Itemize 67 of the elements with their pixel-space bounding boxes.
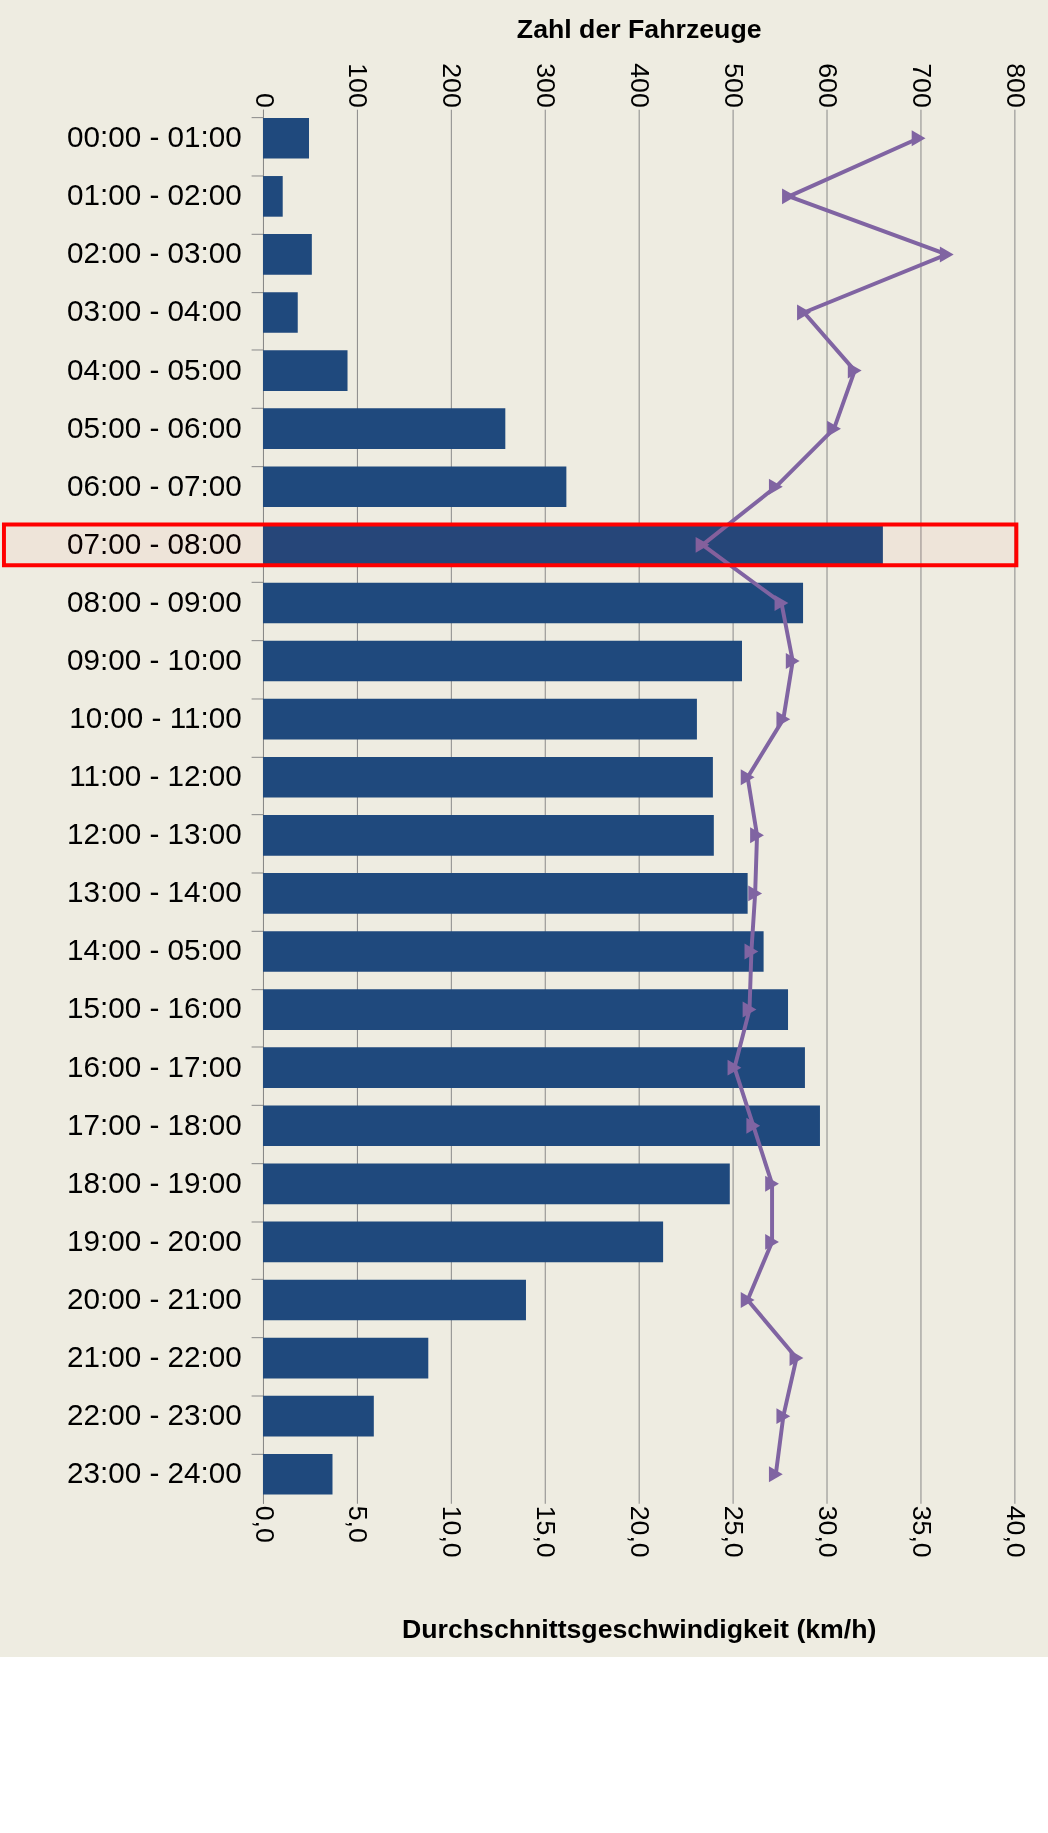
point [750,827,764,844]
point [765,1233,779,1250]
y-tick-label: 03:00 - 04:00 [66,294,242,328]
point [768,478,783,495]
x2-tick-label: 400 [625,63,656,108]
y-tick-label: 06:00 - 07:00 [66,468,242,502]
x-tick-label: 5,0 [343,1505,374,1543]
x2-tick-label: 500 [719,63,750,108]
y-tick-label: 11:00 - 12:00 [69,759,242,793]
point [744,943,759,960]
point [911,130,926,147]
y-tick-label: 22:00 - 23:00 [66,1398,242,1432]
y-tick-label: 00:00 - 01:00 [66,120,242,154]
x-tick-label: 10,0 [437,1505,468,1558]
y-tick-label: 07:00 - 08:00 [66,526,242,560]
point [740,769,755,786]
point [740,1292,755,1308]
x2-tick-label: 300 [531,63,562,108]
x2-tick-label: 600 [813,63,844,108]
point [695,536,710,553]
point [789,1350,804,1367]
point [742,1001,757,1018]
x-axis-title: Durchschnittsgeschwindigkeit (km/h) [401,1613,877,1644]
y-tick-label: 21:00 - 22:00 [66,1339,242,1373]
point [785,653,800,670]
y-tick-label: 09:00 - 10:00 [66,642,242,676]
y-tick-label: 02:00 - 03:00 [66,236,242,270]
y-tick-label: 17:00 - 18:00 [66,1107,242,1141]
y-tick-label: 19:00 - 20:00 [66,1223,242,1257]
x2-tick-label: 800 [1000,63,1031,108]
point [797,304,811,321]
y-tick-label: 14:00 - 05:00 [66,933,242,967]
x-tick-label: 40,0 [1000,1505,1031,1558]
y-tick-label: 08:00 - 09:00 [66,584,242,618]
y-tick-label: 16:00 - 17:00 [66,1049,242,1083]
x2-tick-label: 200 [437,63,468,108]
point [827,420,841,437]
x-tick-label: 0,0 [249,1505,280,1543]
y-tick-label: 12:00 - 13:00 [66,817,242,851]
y-tick-label: 18:00 - 19:00 [66,1165,242,1199]
x2-axis-title: Zahl der Fahrzeuge [516,13,762,44]
y-tick-label: 05:00 - 06:00 [66,410,242,444]
point [765,1175,779,1192]
point [748,885,763,902]
x2-tick-label: 0 [249,92,280,108]
x-tick-label: 20,0 [625,1505,656,1558]
x2-tick-label: 100 [343,63,374,108]
y-tick-label: 04:00 - 05:00 [66,352,242,386]
x-tick-label: 35,0 [907,1505,938,1558]
x-tick-label: 25,0 [719,1505,750,1558]
y-tick-label: 15:00 - 16:00 [66,991,242,1025]
y-tick-label: 20:00 - 21:00 [66,1281,242,1315]
x2-tick-label: 700 [907,63,938,108]
y-tick-label: 13:00 - 14:00 [66,875,242,909]
point [774,594,789,611]
point [782,188,796,205]
point [768,1466,783,1483]
y-tick-label: 23:00 - 24:00 [66,1456,242,1490]
x-tick-label: 15,0 [531,1505,562,1558]
point [746,1117,761,1134]
point [939,246,954,263]
point [776,711,791,728]
point [776,1408,791,1425]
point [727,1059,742,1076]
y-tick-label: 01:00 - 02:00 [66,178,242,212]
y-tick-label: 10:00 - 11:00 [69,701,242,735]
x-tick-label: 30,0 [813,1505,844,1558]
